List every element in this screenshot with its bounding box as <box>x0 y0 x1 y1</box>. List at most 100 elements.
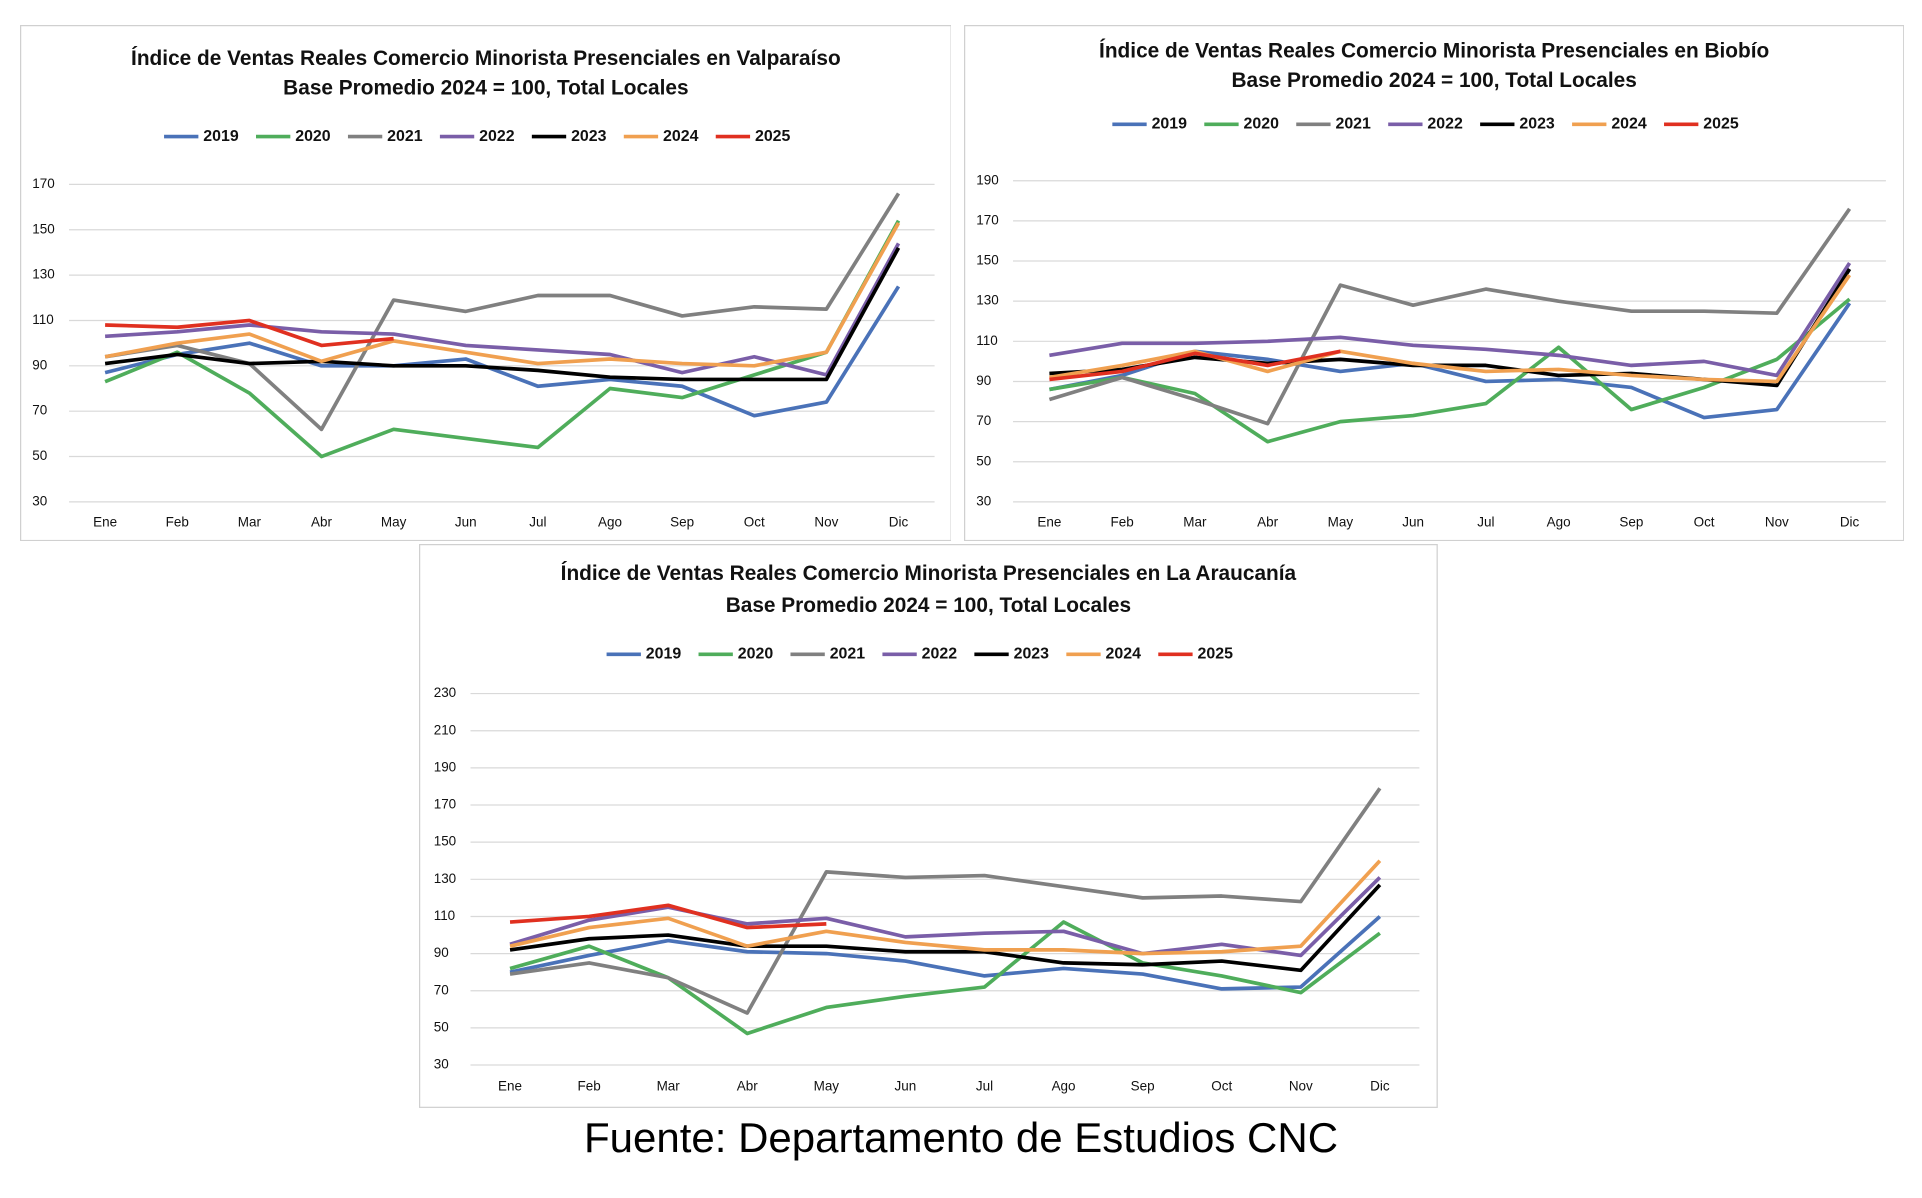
x-tick-label: Sep <box>1131 1079 1155 1094</box>
series-line <box>509 915 1382 992</box>
x-tick-label: Feb <box>165 514 188 529</box>
source-note: Fuente: Departamento de Estudios CNC <box>583 1114 1339 1161</box>
x-tick-label: Nov <box>814 514 838 529</box>
series-line <box>509 920 1382 1036</box>
y-tick-label: 190 <box>434 760 456 775</box>
y-tick-label: 150 <box>32 221 54 236</box>
y-tick-label: 90 <box>32 357 47 372</box>
x-tick-label: Dic <box>888 514 908 529</box>
x-tick-label: Ene <box>93 514 117 529</box>
chart-subtitle: Base Promedio 2024 = 100, Total Locales <box>1231 68 1636 91</box>
y-tick-label: 90 <box>976 373 991 388</box>
legend-label: 2023 <box>1519 115 1555 132</box>
x-tick-label: Jul <box>529 514 546 529</box>
series-line <box>509 876 1382 958</box>
y-tick-label: 150 <box>976 252 998 267</box>
chart-title: Índice de Ventas Reales Comercio Minoris… <box>131 46 841 69</box>
y-tick-label: 50 <box>434 1020 449 1035</box>
series-line <box>1048 207 1851 425</box>
x-tick-label: Nov <box>1764 514 1788 529</box>
x-tick-label: Jun <box>1402 514 1424 529</box>
chart-title: Índice de Ventas Reales Comercio Minoris… <box>1099 39 1769 62</box>
legend-label: 2023 <box>1014 646 1050 663</box>
chart-border <box>419 544 1439 1109</box>
x-tick-label: Jun <box>895 1079 917 1094</box>
chart: Índice de Ventas Reales Comercio Minoris… <box>419 544 1439 1109</box>
legend-label: 2025 <box>755 127 791 144</box>
legend-label: 2019 <box>1151 115 1187 132</box>
series-line <box>104 318 394 347</box>
x-tick-label: Oct <box>1212 1079 1233 1094</box>
x-tick-label: Ago <box>1052 1079 1076 1094</box>
y-tick-label: 110 <box>32 312 53 327</box>
y-tick-label: 210 <box>434 723 456 738</box>
y-tick-label: 150 <box>434 834 456 849</box>
y-tick-label: 110 <box>434 908 455 923</box>
legend-label: 2024 <box>1611 115 1647 132</box>
x-tick-label: Abr <box>311 514 332 529</box>
x-tick-label: Oct <box>1693 514 1714 529</box>
chart-subtitle: Base Promedio 2024 = 100, Total Locales <box>726 594 1131 617</box>
chart-border <box>963 24 1904 541</box>
y-tick-label: 170 <box>434 797 456 812</box>
x-tick-label: Ene <box>498 1079 522 1094</box>
legend-label: 2024 <box>663 127 699 144</box>
y-tick-label: 70 <box>434 983 449 998</box>
legend-label: 2022 <box>1427 115 1463 132</box>
series-line <box>510 787 1382 1016</box>
y-tick-label: 130 <box>32 266 54 281</box>
y-tick-label: 30 <box>32 493 47 508</box>
series-line <box>510 903 827 930</box>
x-tick-label: Mar <box>1183 514 1207 529</box>
x-tick-label: Feb <box>1110 514 1133 529</box>
legend-label: 2020 <box>295 127 331 144</box>
chart-border <box>19 24 952 541</box>
legend-label: 2019 <box>203 127 239 144</box>
series-line <box>104 246 900 381</box>
y-tick-label: 70 <box>976 413 991 428</box>
x-tick-label: Nov <box>1289 1079 1313 1094</box>
y-tick-label: 110 <box>976 332 997 347</box>
chart: Índice de Ventas Reales Comercio Minoris… <box>19 24 952 541</box>
chart: Índice de Ventas Reales Comercio Minoris… <box>963 24 1904 541</box>
x-tick-label: May <box>814 1079 840 1094</box>
y-tick-label: 130 <box>434 871 456 886</box>
y-tick-label: 50 <box>976 453 991 468</box>
legend-label: 2022 <box>922 646 958 663</box>
x-tick-label: Ago <box>1546 514 1570 529</box>
series-line <box>509 859 1382 956</box>
x-tick-label: Mar <box>657 1079 681 1094</box>
x-tick-label: May <box>381 514 407 529</box>
y-tick-label: 190 <box>976 172 998 187</box>
x-tick-label: Dic <box>1839 514 1859 529</box>
series-line <box>510 883 1382 973</box>
y-tick-label: 50 <box>32 448 47 463</box>
legend-label: 2023 <box>571 127 607 144</box>
x-tick-label: Jul <box>976 1079 993 1094</box>
y-tick-label: 30 <box>434 1057 449 1072</box>
x-tick-label: Ago <box>598 514 622 529</box>
x-tick-label: Jul <box>1477 514 1494 529</box>
series-line <box>1048 349 1341 381</box>
x-tick-label: Feb <box>578 1079 601 1094</box>
legend-label: 2025 <box>1703 115 1739 132</box>
x-tick-label: Sep <box>1619 514 1643 529</box>
y-tick-label: 30 <box>976 493 991 508</box>
y-tick-label: 90 <box>434 946 449 961</box>
y-tick-label: 170 <box>32 175 54 190</box>
legend-label: 2025 <box>1198 646 1234 663</box>
y-tick-label: 170 <box>976 212 998 227</box>
x-tick-label: Abr <box>737 1079 758 1094</box>
series-line <box>104 221 900 368</box>
series-line <box>104 219 900 458</box>
y-tick-label: 230 <box>434 685 456 700</box>
x-tick-label: Dic <box>1370 1079 1390 1094</box>
legend-label: 2019 <box>646 646 682 663</box>
series-line <box>104 241 900 377</box>
series-line <box>104 284 900 418</box>
legend-label: 2024 <box>1106 646 1142 663</box>
legend-label: 2020 <box>1243 115 1279 132</box>
x-tick-label: Jun <box>454 514 476 529</box>
x-tick-label: May <box>1327 514 1353 529</box>
